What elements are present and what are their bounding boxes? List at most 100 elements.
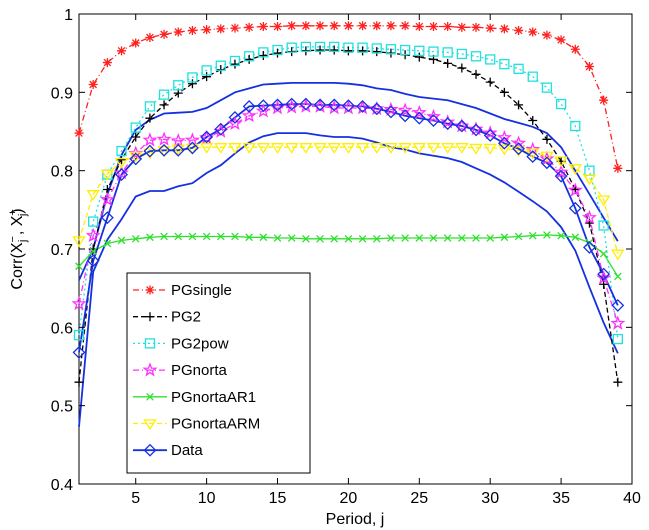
point-pgnorta (511, 135, 527, 150)
point-pg2 (457, 63, 467, 73)
point-pgnortaar1 (131, 234, 140, 243)
point-pg2pow (541, 82, 553, 93)
point-pgsingle (400, 21, 410, 31)
point-pg2 (414, 52, 424, 62)
point-data (271, 98, 284, 112)
point-pgnorta (227, 115, 243, 130)
point-pgnorta (610, 315, 626, 330)
point-pgnortaarm (299, 143, 313, 154)
point-pgsingle (131, 38, 141, 48)
point-data (285, 97, 299, 111)
y-axis-ticks: 0.4 0.5 0.6 0.7 0.8 0.9 1 (51, 7, 632, 494)
point-pgsingle (173, 27, 183, 37)
point-pg2 (117, 155, 127, 165)
point-pgnortaar1 (174, 232, 183, 241)
x-tick-label: 5 (131, 490, 140, 507)
point-pg2 (230, 59, 240, 69)
point-pgnorta (496, 129, 512, 145)
point-pgnortaarm (72, 236, 86, 248)
legend-label-pgnorta: PGnorta (171, 362, 228, 379)
point-pgnortaar1 (287, 234, 296, 242)
point-pgsingle (386, 21, 396, 31)
y-tick-label: 0.4 (51, 477, 73, 494)
point-pgnortaarm (469, 143, 483, 155)
point-pgsingle (301, 21, 311, 31)
point-pgnortaar1 (330, 234, 339, 243)
point-pg2pow (570, 120, 581, 132)
point-pg2 (343, 46, 353, 56)
point-pg2pow (158, 89, 170, 100)
point-pgnortaar1 (514, 232, 523, 241)
legend-label-pgsingle: PGsingle (171, 282, 232, 299)
point-data (228, 110, 242, 124)
point-pg2 (159, 100, 169, 110)
point-pgnortaar1 (231, 232, 239, 241)
point-pgnortaarm (327, 143, 341, 154)
point-pgsingle (457, 22, 467, 32)
point-pgsingle (74, 128, 84, 138)
point-pgnortaar1 (500, 233, 509, 242)
point-data (370, 102, 384, 116)
point-pgsingle (485, 23, 495, 33)
point-pgsingle (514, 25, 524, 35)
point-pg2 (443, 58, 453, 68)
point-pgnorta (99, 191, 115, 206)
point-pgnortaar1 (443, 234, 452, 242)
point-data (611, 298, 625, 312)
point-pgnortaarm (242, 143, 256, 154)
point-pgnortaar1 (486, 234, 495, 242)
point-pgnortaar1 (146, 233, 154, 242)
point-pgsingle (258, 22, 268, 32)
point-pg2pow (527, 71, 538, 82)
point-pgnorta (482, 125, 498, 140)
point-data (597, 267, 611, 281)
point-data (469, 123, 483, 137)
point-pgnortaarm (199, 143, 214, 154)
point-pgsingle (187, 25, 197, 35)
point-pg2pow (485, 54, 496, 65)
point-pgsingle (358, 21, 368, 31)
point-pg2pow (201, 65, 212, 76)
point-pgnortaarm (540, 151, 554, 163)
point-pgsingle (414, 22, 424, 32)
point-pgnortaarm (455, 143, 469, 154)
point-pg2 (131, 132, 141, 142)
point-pgnortaarm (441, 143, 455, 154)
point-pg2 (485, 77, 495, 87)
point-data (186, 141, 199, 155)
point-pg2 (499, 87, 509, 97)
point-pgnortaar1 (188, 232, 197, 241)
point-pg2pow (300, 41, 312, 53)
point-data (86, 254, 100, 268)
point-pgnortaar1 (599, 249, 608, 258)
point-pgnorta (397, 102, 413, 117)
point-pgsingle (584, 61, 594, 71)
y-tick-label: 0.8 (51, 164, 73, 181)
data-bands (78, 82, 619, 427)
point-pgnortaarm (355, 143, 370, 154)
y-tick-label: 0.5 (51, 399, 73, 416)
point-pg2pow (116, 145, 127, 157)
point-pgnorta (114, 165, 129, 180)
point-pgnortaar1 (273, 234, 282, 242)
point-pgnortaar1 (458, 234, 466, 242)
legend-label-pgnortaarm: PGnortaARM (171, 416, 260, 433)
point-pgsingle (570, 44, 580, 54)
point-pg2pow (88, 216, 99, 227)
point-pgnortaarm (554, 156, 568, 168)
point-pg2pow (442, 47, 453, 58)
point-pgnorta (170, 132, 186, 148)
point-pgnortaar1 (216, 232, 225, 241)
point-pgnorta (71, 295, 87, 311)
point-pgsingle (102, 58, 112, 68)
point-pgnortaar1 (245, 233, 253, 242)
point-pgsingle (556, 35, 566, 45)
y-tick-label: 0.6 (51, 320, 73, 337)
point-pgnortaar1 (75, 262, 83, 271)
point-pgnortaarm (412, 143, 426, 154)
point-data (483, 128, 497, 142)
point-pgsingle (287, 21, 297, 31)
point-pgsingle (343, 21, 353, 31)
point-pgsingle (202, 25, 212, 35)
